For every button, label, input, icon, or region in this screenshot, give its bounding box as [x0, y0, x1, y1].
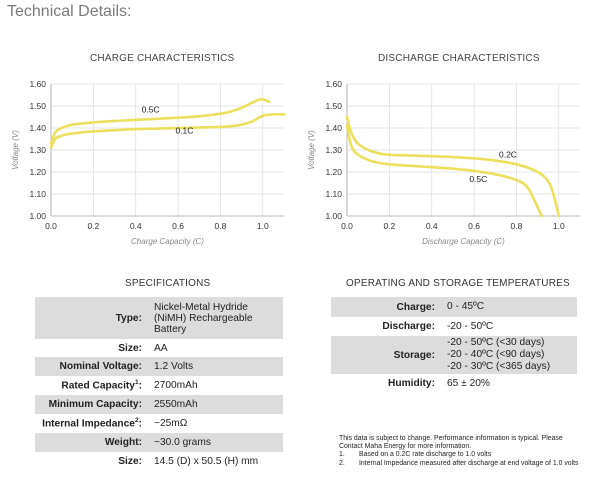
y-tick-label: 1.00	[29, 211, 46, 221]
temperature-value: -20 - 50ºC (<30 days) -20 - 40ºC (<90 da…	[441, 336, 577, 374]
temperature-row: Discharge: -20 - 50ºC	[331, 317, 577, 336]
spec-row: Nominal Voltage: 1.2 Volts	[35, 357, 283, 376]
temperature-value: -20 - 50ºC	[447, 320, 494, 332]
x-tick-label: 0.6	[172, 221, 184, 231]
y-tick-label: 1.10	[325, 189, 342, 199]
temperature-value: 0 - 45ºC	[441, 297, 577, 317]
y-tick-label: 1.60	[29, 79, 46, 89]
x-tick-label: 0.0	[341, 221, 353, 231]
spec-value: ~30.0 grams	[148, 433, 283, 452]
charge-chart: 1.00 1.10 1.20 1.30 1.40 1.50 1.60 0.0 0.2 0.4 0.6…	[11, 79, 286, 246]
series-label: 0.2C	[499, 150, 517, 160]
y-tick-label: 1.50	[325, 101, 342, 111]
x-axis-label: Discharge Capacity (C)	[422, 237, 505, 246]
x-tick-label: 0.2	[87, 221, 99, 231]
y-tick-label: 1.50	[29, 101, 46, 111]
series-line-0.5C	[345, 124, 544, 218]
temperatures-title: OPERATING AND STORAGE TEMPERATURES	[346, 278, 570, 289]
spec-key: Weight:	[35, 433, 148, 452]
spec-key: Type:	[35, 297, 148, 339]
y-tick-label: 1.10	[29, 189, 46, 199]
spec-row: Size: AA	[35, 339, 283, 357]
footnotes: This data is subject to change. Performa…	[339, 435, 579, 468]
page-title: Technical Details:	[7, 3, 132, 20]
y-tick-label: 1.30	[29, 145, 46, 155]
x-tick-label: 0.8	[215, 221, 227, 231]
x-tick-label: 1.0	[553, 221, 565, 231]
spec-value: 1.2 Volts	[148, 357, 283, 376]
y-axis-label: Voltage (V)	[11, 130, 20, 170]
series-line-0.2C	[345, 115, 561, 218]
x-tick-label: 0.8	[511, 221, 523, 231]
temperature-key: Discharge:	[382, 321, 435, 332]
spec-value: 14.5 (D) x 50.5 (H) mm	[154, 456, 259, 467]
temperature-key: Humidity:	[388, 378, 435, 389]
footnote-text: Based on a 0.2C rate discharge to 1.0 vo…	[359, 451, 492, 459]
x-tick-label: 0.0	[45, 221, 57, 231]
discharge-chart: 1.00 1.10 1.20 1.30 1.40 1.50 1.60 0.0 0.2 0.4 0.6…	[307, 79, 580, 246]
x-axis-label: Charge Capacity (C)	[131, 237, 204, 246]
temperature-row: Storage: -20 - 50ºC (<30 days) -20 - 40ºC…	[331, 336, 577, 374]
footnote-ref: 1	[134, 379, 139, 387]
footnote-text: Internal Impedance measured after discha…	[359, 459, 579, 467]
x-tick-label: 0.4	[130, 221, 142, 231]
specifications-title: SPECIFICATIONS	[125, 278, 211, 289]
series-label: 0.5C	[142, 105, 160, 115]
spec-row: Minimum Capacity: 2550mAh	[35, 395, 283, 414]
spec-value: 2550mAh	[148, 395, 283, 414]
spec-value: AA	[154, 342, 168, 354]
x-tick-label: 0.4	[426, 221, 438, 231]
spec-key: Nominal Voltage:	[35, 357, 148, 376]
y-axis-label: Voltage (V)	[307, 130, 316, 170]
spec-row: Internal Impedance2: ~25mΩ	[35, 414, 283, 433]
spec-row: Type: Nickel-Metal Hydride (NiMH) Recharg…	[35, 297, 283, 339]
series-line-0.1C	[49, 112, 286, 150]
temperature-key: Charge:	[331, 297, 441, 317]
temperature-value: 65 ± 20%	[447, 377, 490, 389]
temperature-key: Storage:	[331, 336, 441, 374]
spec-row: Rated Capacity1: 2700mAh	[35, 376, 283, 395]
footnote-number: 2.	[339, 459, 345, 467]
y-tick-label: 1.20	[29, 167, 46, 177]
footnote-intro: This data is subject to change. Performa…	[339, 435, 563, 451]
footnote-ref: 2	[134, 417, 139, 425]
footnote-2: 2. Internal Impedance measured after dis…	[339, 460, 579, 468]
spec-key: Minimum Capacity:	[35, 395, 148, 414]
spec-row: Size: 14.5 (D) x 50.5 (H) mm	[35, 452, 283, 471]
specifications-table: Type: Nickel-Metal Hydride (NiMH) Recharg…	[35, 297, 283, 471]
spec-value: Nickel-Metal Hydride (NiMH) Rechargeable…	[148, 297, 283, 339]
y-tick-label: 1.60	[325, 79, 342, 89]
spec-value: ~25mΩ	[154, 418, 188, 429]
temperature-row: Charge: 0 - 45ºC	[331, 297, 577, 317]
footnote-number: 1.	[339, 451, 345, 459]
x-tick-label: 0.6	[468, 221, 480, 231]
temperatures-table: Charge: 0 - 45ºC Discharge: -20 - 50ºC Stora…	[331, 297, 577, 393]
y-tick-label: 1.00	[325, 211, 342, 221]
discharge-chart-title: DISCHARGE CHARACTERISTICS	[378, 53, 540, 64]
y-tick-label: 1.40	[29, 123, 46, 133]
spec-row: Weight: ~30.0 grams	[35, 433, 283, 452]
y-tick-label: 1.20	[325, 167, 342, 177]
series-line-0.5C	[49, 97, 271, 145]
temperature-row: Humidity: 65 ± 20%	[331, 374, 577, 393]
charge-chart-title: CHARGE CHARACTERISTICS	[90, 53, 235, 64]
spec-key: Size:	[118, 342, 142, 354]
series-label: 0.1C	[175, 126, 193, 136]
spec-key: Rated Capacity1:	[61, 379, 142, 392]
y-tick-label: 1.40	[325, 123, 342, 133]
spec-key: Size:	[118, 456, 142, 467]
footnote-1: 1. Based on a 0.2C rate discharge to 1.0…	[339, 451, 579, 459]
x-tick-label: 1.0	[257, 221, 269, 231]
y-tick-label: 1.30	[325, 145, 342, 155]
spec-value: 2700mAh	[154, 380, 198, 391]
series-label: 0.5C	[469, 174, 487, 184]
spec-key: Internal Impedance2:	[42, 417, 142, 430]
x-tick-label: 0.2	[383, 221, 395, 231]
